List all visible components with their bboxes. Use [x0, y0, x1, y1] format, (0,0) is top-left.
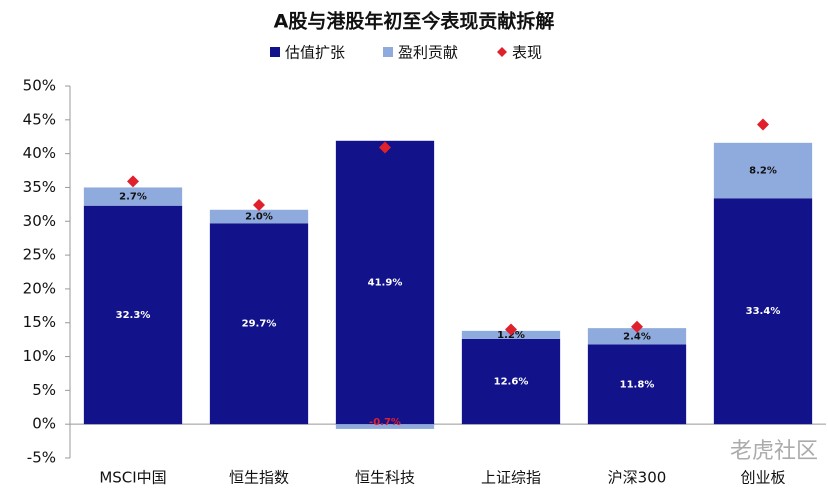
legend-label: 表现 [512, 44, 542, 62]
legend-marker [497, 47, 507, 57]
y-tick-label: 5% [32, 381, 56, 399]
marker [631, 320, 643, 333]
bar-label: 2.4% [623, 331, 651, 342]
bar-segment [335, 140, 435, 425]
watermark: 老虎社区 [730, 439, 818, 464]
chart-title: A股与港股年初至今表现贡献拆解 [274, 10, 555, 33]
y-tick-label: 10% [23, 347, 56, 365]
y-tick-label: 20% [23, 279, 56, 297]
bar-segment [713, 142, 813, 199]
bar-label: 33.4% [746, 306, 781, 317]
y-tick-label: -5% [27, 449, 56, 467]
bar-segment [83, 205, 183, 425]
bar-label: 11.8% [620, 379, 655, 390]
y-tick-label: 35% [23, 178, 56, 196]
y-tick-label: 0% [32, 415, 56, 433]
x-tick-label: 恒生指数 [229, 469, 289, 487]
bar-segment [587, 328, 687, 345]
marker [127, 175, 139, 188]
y-tick-label: 15% [23, 313, 56, 331]
bar-label: 8.2% [749, 166, 777, 177]
x-tick-label: MSCI中国 [99, 469, 166, 487]
marker [505, 323, 517, 336]
legend-label: 盈利贡献 [398, 44, 458, 62]
bar-label: 2.0% [245, 212, 273, 223]
y-tick-label: 30% [23, 212, 56, 230]
bar-label: 41.9% [368, 277, 403, 288]
bar-segment [83, 187, 183, 206]
bar-segment [587, 344, 687, 425]
legend-marker [270, 47, 280, 57]
bar-segment [713, 198, 813, 425]
y-tick-label: 40% [23, 144, 56, 162]
legend-marker [383, 47, 393, 57]
x-tick-label: 沪深300 [608, 469, 667, 487]
y-tick-label: 50% [23, 77, 56, 95]
marker [379, 141, 391, 154]
marker [757, 118, 769, 131]
x-tick-label: 上证综指 [481, 469, 541, 487]
bar-label: -0.7% [369, 417, 401, 428]
bar-label: 29.7% [242, 319, 277, 330]
bar-segment [209, 209, 309, 224]
marker [253, 199, 265, 212]
y-tick-label: 25% [23, 246, 56, 264]
x-tick-label: 创业板 [740, 469, 785, 487]
bar-label: 12.6% [494, 377, 529, 388]
bar-segment [209, 223, 309, 425]
x-tick-label: 恒生科技 [355, 469, 415, 487]
bar-segment [461, 338, 561, 425]
legend-label: 估值扩张 [285, 44, 345, 62]
bar-label: 2.7% [119, 192, 147, 203]
bar-segment [335, 424, 435, 429]
y-tick-label: 45% [23, 110, 56, 128]
bar-label: 32.3% [116, 310, 151, 321]
